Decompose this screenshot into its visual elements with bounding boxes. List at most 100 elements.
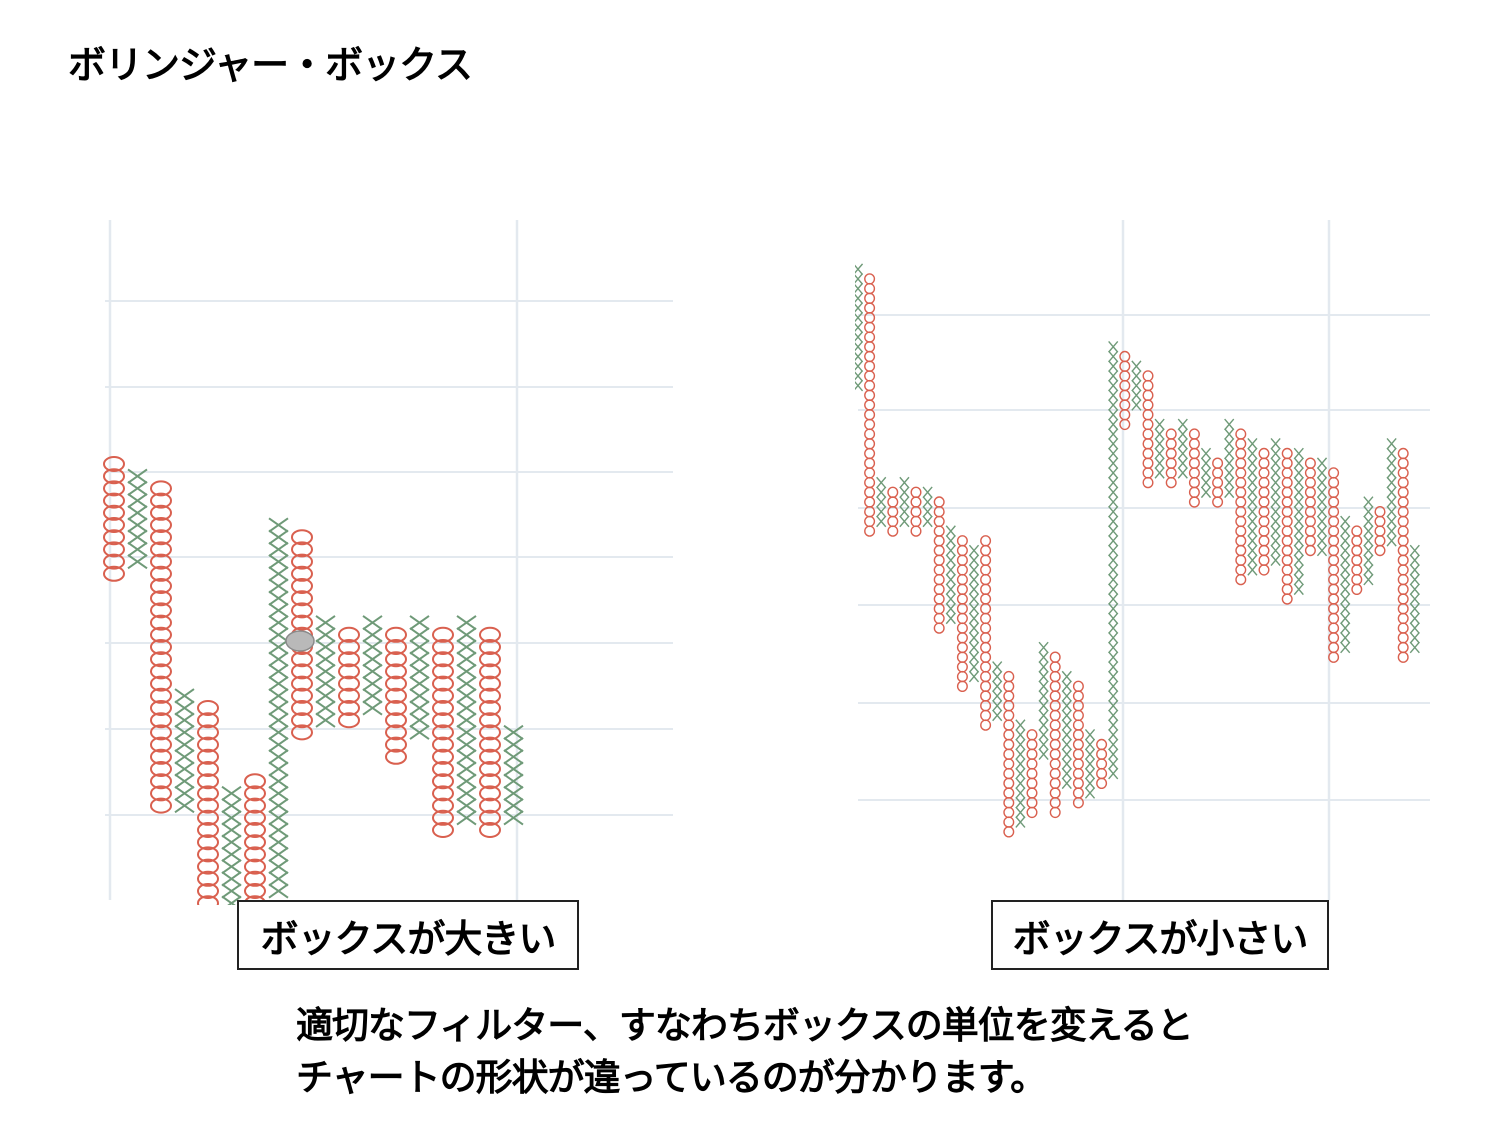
x-mark bbox=[1108, 486, 1119, 499]
x-mark bbox=[1386, 476, 1397, 489]
x-column bbox=[1293, 447, 1304, 596]
x-mark bbox=[1108, 729, 1119, 741]
o-mark bbox=[150, 590, 172, 607]
o-mark bbox=[1049, 709, 1061, 722]
o-mark bbox=[150, 565, 172, 582]
x-mark bbox=[174, 688, 195, 704]
o-mark bbox=[197, 834, 219, 851]
x-mark bbox=[899, 515, 910, 528]
o-mark bbox=[864, 428, 876, 440]
o-mark bbox=[197, 773, 219, 790]
o-mark bbox=[933, 496, 945, 508]
x-mark bbox=[268, 712, 289, 728]
x-mark bbox=[1409, 554, 1420, 566]
o-mark bbox=[980, 709, 992, 722]
o-mark bbox=[150, 492, 172, 509]
x-mark bbox=[268, 724, 289, 740]
label-large-box: ボックスが大きい bbox=[237, 900, 579, 970]
o-mark bbox=[338, 712, 360, 729]
x-mark bbox=[1363, 525, 1374, 537]
o-mark bbox=[956, 612, 968, 625]
x-mark bbox=[315, 663, 336, 679]
x-mark bbox=[1084, 758, 1096, 770]
o-mark bbox=[1235, 467, 1247, 479]
o-mark bbox=[385, 712, 407, 729]
o-mark bbox=[1281, 525, 1293, 537]
x-column bbox=[174, 688, 195, 814]
o-mark bbox=[197, 712, 219, 729]
x-mark bbox=[968, 661, 980, 673]
x-mark bbox=[268, 566, 289, 582]
o-mark bbox=[1188, 486, 1200, 498]
x-mark bbox=[1108, 467, 1119, 479]
o-column bbox=[432, 626, 454, 838]
x-mark bbox=[945, 583, 956, 596]
x-column bbox=[1131, 360, 1142, 411]
o-mark bbox=[291, 663, 313, 680]
x-mark bbox=[855, 321, 864, 334]
o-mark bbox=[1165, 447, 1177, 460]
o-mark bbox=[1351, 573, 1363, 586]
o-mark bbox=[1142, 428, 1154, 440]
x-mark bbox=[503, 749, 524, 765]
o-mark bbox=[956, 544, 968, 557]
x-mark bbox=[268, 663, 289, 679]
o-mark bbox=[1281, 476, 1293, 489]
o-mark bbox=[933, 554, 945, 566]
o-mark bbox=[1351, 564, 1363, 576]
caption-line-1: 適切なフィルター、すなわちボックスの単位を変えると bbox=[296, 1004, 1194, 1047]
x-mark bbox=[1247, 505, 1258, 518]
o-mark bbox=[432, 748, 454, 765]
o-mark bbox=[1397, 554, 1409, 566]
o-mark bbox=[1188, 496, 1200, 508]
o-mark bbox=[1003, 767, 1015, 780]
o-mark bbox=[1049, 661, 1061, 673]
label-small-box: ボックスが小さい bbox=[991, 900, 1329, 970]
x-mark bbox=[1108, 767, 1119, 780]
o-mark bbox=[479, 761, 501, 777]
o-mark bbox=[1281, 535, 1293, 547]
o-mark bbox=[479, 687, 501, 704]
o-column bbox=[1304, 457, 1316, 557]
x-mark bbox=[409, 700, 430, 716]
o-mark bbox=[910, 525, 922, 537]
x-mark bbox=[1224, 438, 1235, 450]
x-mark bbox=[855, 370, 864, 382]
o-mark bbox=[1351, 554, 1363, 566]
x-mark bbox=[1108, 719, 1119, 731]
chart-large-box-svg bbox=[103, 220, 673, 905]
x-mark bbox=[268, 676, 289, 692]
x-mark bbox=[1061, 777, 1072, 790]
o-mark bbox=[385, 748, 407, 765]
o-mark bbox=[150, 553, 172, 570]
x-mark bbox=[1247, 467, 1258, 479]
x-mark bbox=[503, 810, 524, 826]
x-mark bbox=[1270, 535, 1281, 547]
o-mark bbox=[1397, 515, 1409, 528]
o-mark bbox=[864, 341, 876, 353]
x-mark bbox=[268, 761, 289, 777]
o-mark bbox=[1165, 467, 1177, 479]
x-mark bbox=[1015, 806, 1026, 819]
o-mark bbox=[1235, 447, 1247, 460]
o-mark bbox=[1049, 690, 1061, 702]
x-mark bbox=[855, 292, 864, 305]
x-mark bbox=[1108, 438, 1119, 450]
x-mark bbox=[1224, 447, 1235, 460]
o-mark bbox=[1304, 515, 1316, 528]
x-mark bbox=[855, 331, 864, 343]
x-mark bbox=[174, 737, 195, 753]
x-column bbox=[1084, 729, 1096, 799]
x-mark bbox=[127, 529, 148, 545]
o-mark bbox=[1258, 564, 1270, 576]
o-column bbox=[103, 456, 125, 582]
o-mark bbox=[479, 675, 501, 692]
o-mark bbox=[887, 525, 899, 537]
x-column bbox=[1154, 418, 1165, 479]
x-mark bbox=[174, 700, 195, 716]
x-mark bbox=[968, 670, 980, 683]
o-mark bbox=[933, 525, 945, 537]
x-mark bbox=[1340, 544, 1351, 557]
o-mark bbox=[864, 389, 876, 402]
o-mark bbox=[1119, 399, 1131, 411]
